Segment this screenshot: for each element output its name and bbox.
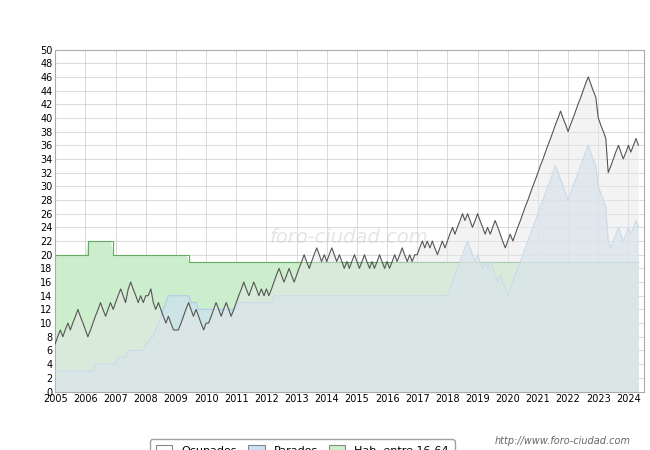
Legend: Ocupados, Parados, Hab. entre 16-64: Ocupados, Parados, Hab. entre 16-64: [150, 439, 454, 450]
Text: http://www.foro-ciudad.com: http://www.foro-ciudad.com: [495, 436, 630, 446]
Text: foro-ciudad.com: foro-ciudad.com: [270, 228, 429, 247]
Text: Sotillo - Evolucion de la poblacion en edad de Trabajar Mayo de 2024: Sotillo - Evolucion de la poblacion en e…: [94, 14, 556, 27]
